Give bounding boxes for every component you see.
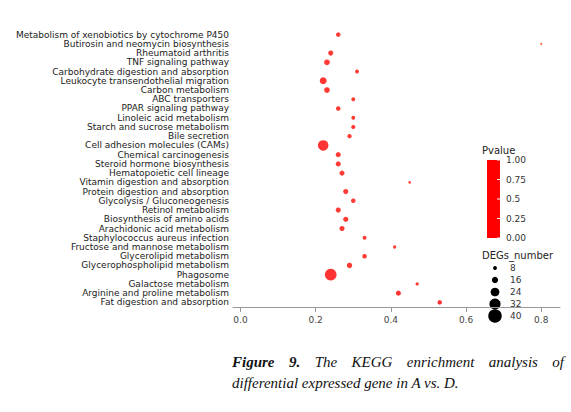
svg-text:Bile secretion: Bile secretion (168, 131, 229, 142)
svg-text:Arginine and proline metabolis: Arginine and proline metabolism (82, 288, 229, 299)
svg-text:32: 32 (510, 299, 522, 309)
svg-text:Protein digestion and absorpti: Protein digestion and absorption (82, 186, 229, 197)
svg-text:40: 40 (510, 311, 522, 321)
svg-text:Linoleic acid metabolism: Linoleic acid metabolism (117, 112, 229, 123)
svg-text:Fat digestion and absorption: Fat digestion and absorption (101, 297, 229, 307)
svg-text:DEGs_number: DEGs_number (482, 250, 554, 262)
svg-text:0.0: 0.0 (233, 315, 248, 325)
svg-text:PPAR signaling pathway: PPAR signaling pathway (121, 103, 229, 114)
svg-text:Steroid hormone biosynthesis: Steroid hormone biosynthesis (94, 158, 229, 169)
svg-text:Cell adhesion molecules (CAMs): Cell adhesion molecules (CAMs) (85, 140, 229, 151)
svg-text:Galactose metabolism: Galactose metabolism (128, 278, 229, 289)
svg-text:0.4: 0.4 (384, 315, 399, 325)
svg-text:Glycerolipid metabolism: Glycerolipid metabolism (119, 251, 229, 262)
svg-text:0.8: 0.8 (534, 315, 549, 325)
svg-text:Rheumatoid arthritis: Rheumatoid arthritis (136, 48, 229, 59)
svg-text:Glycerophospholipid metabolism: Glycerophospholipid metabolism (81, 260, 229, 271)
svg-text:Hematopoietic cell lineage: Hematopoietic cell lineage (108, 168, 229, 179)
svg-text:0.25: 0.25 (506, 214, 526, 224)
svg-text:Butirosin and neomycin biosynt: Butirosin and neomycin biosynthesis (63, 38, 229, 49)
svg-text:Fructose and mannose metabolis: Fructose and mannose metabolism (70, 242, 229, 252)
svg-text:Phagosome: Phagosome (176, 269, 229, 280)
svg-text:Biosynthesis of amino acids: Biosynthesis of amino acids (103, 214, 229, 225)
svg-text:0.6: 0.6 (459, 315, 474, 325)
svg-text:0.75: 0.75 (506, 175, 526, 185)
svg-text:TNF signaling pathway: TNF signaling pathway (126, 57, 229, 68)
html-text:Figure 9.: Figure 9. (232, 354, 301, 370)
html-text:The KEGG enrichment analysis o: The KEGG enrichment analysis of differen… (232, 354, 564, 391)
svg-text:Staphylococcus aureus infectio: Staphylococcus aureus infection (83, 232, 229, 243)
svg-text:0.00: 0.00 (506, 233, 526, 243)
svg-text:1.00: 1.00 (506, 155, 526, 165)
svg-text:Arachidonic acid metabolism: Arachidonic acid metabolism (98, 223, 229, 234)
svg-text:16: 16 (510, 275, 522, 285)
svg-text:ABC transporters: ABC transporters (152, 94, 229, 105)
svg-text:0.2: 0.2 (309, 315, 323, 325)
svg-text:Chemical carcinogenesis: Chemical carcinogenesis (117, 149, 229, 160)
svg-text:24: 24 (510, 287, 522, 297)
svg-text:8: 8 (510, 263, 516, 273)
svg-text:Glycolysis / Gluconeogenesis: Glycolysis / Gluconeogenesis (98, 195, 229, 206)
svg-text:Pvalue: Pvalue (482, 145, 515, 156)
svg-text:Carbohydrate digestion and abs: Carbohydrate digestion and absorption (52, 66, 229, 77)
svg-text:0.5: 0.5 (506, 194, 520, 204)
svg-text:Carbon metabolism: Carbon metabolism (140, 85, 229, 95)
svg-text:Vitamin digestion and absorpti: Vitamin digestion and absorption (79, 177, 229, 188)
svg-text:Starch and sucrose metabolism: Starch and sucrose metabolism (87, 121, 229, 132)
svg-text:Retinol metabolism: Retinol metabolism (142, 205, 229, 216)
svg-text:Metabolism of xenobiotics by c: Metabolism of xenobiotics by cytochrome … (15, 29, 229, 40)
svg-text:Leukocyte transendothelial mig: Leukocyte transendothelial migration (60, 75, 229, 86)
